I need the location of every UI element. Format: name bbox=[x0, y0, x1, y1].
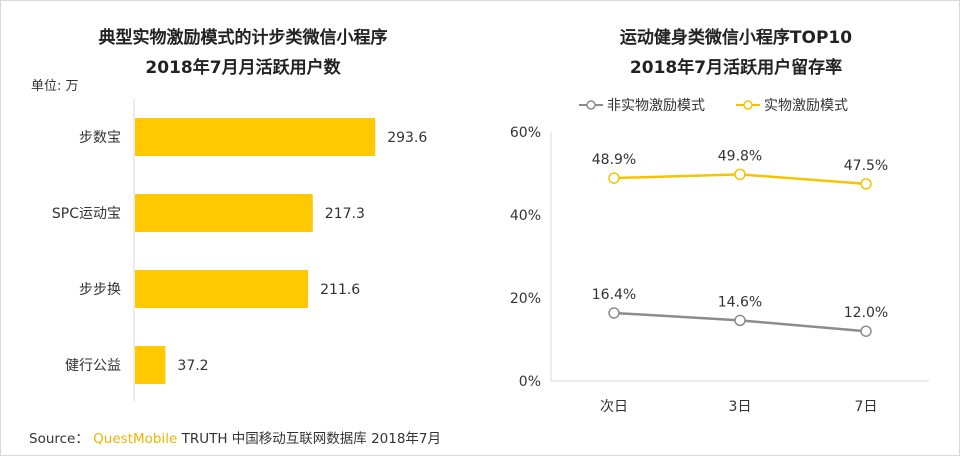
y-tick-label: 20% bbox=[510, 291, 541, 307]
bar-value-label: 37.2 bbox=[177, 358, 208, 374]
data-point bbox=[860, 325, 872, 337]
source-suffix: TRUTH 中国移动互联网数据库 2018年7月 bbox=[181, 431, 442, 447]
x-tick-label: 7日 bbox=[855, 399, 878, 415]
x-tick-label: 次日 bbox=[600, 399, 628, 415]
bar-value-label: 293.6 bbox=[387, 130, 427, 146]
bar bbox=[135, 270, 309, 308]
data-point bbox=[608, 172, 620, 184]
x-tick-label: 3日 bbox=[729, 399, 752, 415]
data-point bbox=[608, 307, 620, 319]
line-chart-title-line1: 运动健身类微信小程序TOP10 bbox=[619, 28, 853, 48]
data-label: 16.4% bbox=[592, 287, 636, 303]
y-tick-label: 60% bbox=[510, 125, 541, 141]
bar-chart: 步数宝 293.6 SPC运动宝 217.3 步步换 211.6 健行公益 37.2 bbox=[52, 99, 427, 401]
bar-chart-unit: 单位: 万 bbox=[31, 79, 79, 94]
legend-marker bbox=[743, 100, 753, 110]
bar-value-label: 211.6 bbox=[320, 282, 360, 298]
line-chart-title-line2: 2018年7月活跃用户留存率 bbox=[629, 58, 843, 78]
bar bbox=[135, 194, 313, 232]
data-label: 49.8% bbox=[718, 148, 762, 164]
bar-chart-title-line2: 2018年7月月活跃用户数 bbox=[145, 58, 341, 78]
data-label: 14.6% bbox=[718, 294, 762, 310]
y-tick-label: 0% bbox=[519, 374, 541, 390]
line-chart-title: 运动健身类微信小程序TOP10 2018年7月活跃用户留存率 bbox=[556, 23, 916, 83]
line-chart: 0% 20% 40% 60% 次日 3日 7日 非实物激励模式 实物激励模式 16.4% 14.6%… bbox=[510, 97, 929, 415]
legend-label: 非实物激励模式 bbox=[607, 97, 705, 114]
legend-label: 实物激励模式 bbox=[764, 97, 848, 114]
bar-category-label: 步数宝 bbox=[79, 130, 121, 146]
data-point bbox=[734, 314, 746, 327]
data-point bbox=[860, 178, 872, 190]
data-label: 12.0% bbox=[844, 305, 888, 321]
bar-category-label: 健行公益 bbox=[65, 358, 121, 374]
y-tick-label: 40% bbox=[510, 208, 541, 224]
bar bbox=[135, 346, 166, 384]
bar-value-label: 217.3 bbox=[325, 206, 365, 222]
data-label: 47.5% bbox=[844, 158, 888, 174]
bar-category-label: 步步换 bbox=[79, 281, 121, 298]
legend-marker bbox=[586, 100, 596, 110]
bar bbox=[135, 118, 376, 156]
source-note: Source： QuestMobile TRUTH 中国移动互联网数据库 201… bbox=[29, 427, 441, 447]
bar-chart-title-line1: 典型实物激励模式的计步类微信小程序 bbox=[98, 28, 388, 48]
source-prefix: Source： bbox=[29, 431, 89, 447]
data-point bbox=[734, 168, 746, 181]
source-brand-logo: QuestMobile bbox=[93, 431, 178, 447]
bar-category-label: SPC运动宝 bbox=[52, 206, 121, 222]
bar-chart-title: 典型实物激励模式的计步类微信小程序 2018年7月月活跃用户数 bbox=[63, 23, 423, 83]
data-label: 48.9% bbox=[592, 152, 636, 168]
